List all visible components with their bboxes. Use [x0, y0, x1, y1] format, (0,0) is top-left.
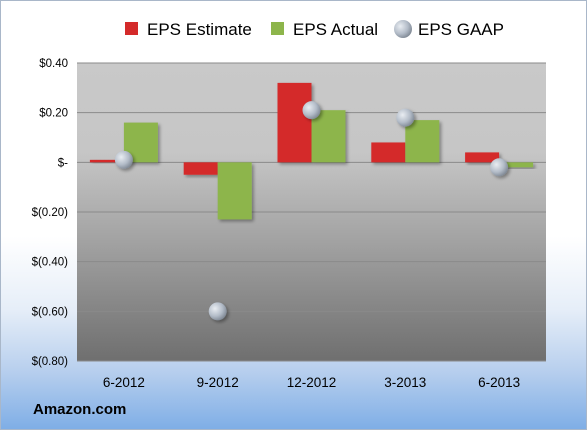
actual-bar — [499, 162, 534, 168]
x-category-label: 6-2013 — [478, 375, 520, 390]
estimate-bar — [277, 82, 312, 163]
x-category-label: 9-2012 — [197, 375, 239, 390]
y-tick-label: $(0.40) — [32, 257, 69, 269]
legend-label: EPS GAAP — [418, 20, 504, 39]
estimate-bar — [183, 162, 218, 175]
y-tick-label: $(0.80) — [32, 356, 69, 368]
x-category-label: 6-2012 — [103, 375, 145, 390]
x-category-label: 12-2012 — [287, 375, 337, 390]
actual-bar — [405, 120, 440, 163]
gaap-point — [302, 101, 321, 120]
gaap-point — [114, 150, 133, 169]
y-axis-ticks: $0.40 $0.20 $- $(0.20) $(0.40) $(0.60) $(0.80) — [32, 58, 69, 368]
actual-bar — [217, 162, 252, 220]
legend-label: EPS Actual — [293, 20, 378, 39]
x-axis-labels: 6-2012 9-2012 12-2012 3-2013 6-2013 — [103, 375, 520, 390]
gaap-point — [396, 108, 415, 127]
legend-swatch — [271, 22, 284, 35]
y-tick-label: $- — [58, 157, 68, 169]
y-tick-label: $(0.60) — [32, 306, 69, 318]
estimate-bar — [89, 159, 124, 163]
gaap-points — [114, 101, 509, 321]
estimate-bar — [371, 142, 406, 163]
gaap-point — [208, 302, 227, 321]
legend-marker — [394, 20, 412, 38]
y-tick-label: $(0.20) — [32, 207, 69, 219]
estimate-bar — [465, 152, 500, 163]
actual-bar — [311, 110, 346, 163]
gaap-point — [490, 158, 509, 177]
legend-swatch — [125, 22, 138, 35]
source-label: Amazon.com — [33, 401, 127, 418]
x-category-label: 3-2013 — [384, 375, 426, 390]
y-tick-label: $0.40 — [39, 58, 68, 70]
legend: EPS Estimate EPS Actual EPS GAAP — [125, 20, 504, 39]
legend-label: EPS Estimate — [147, 20, 252, 39]
y-tick-label: $0.20 — [39, 108, 68, 120]
